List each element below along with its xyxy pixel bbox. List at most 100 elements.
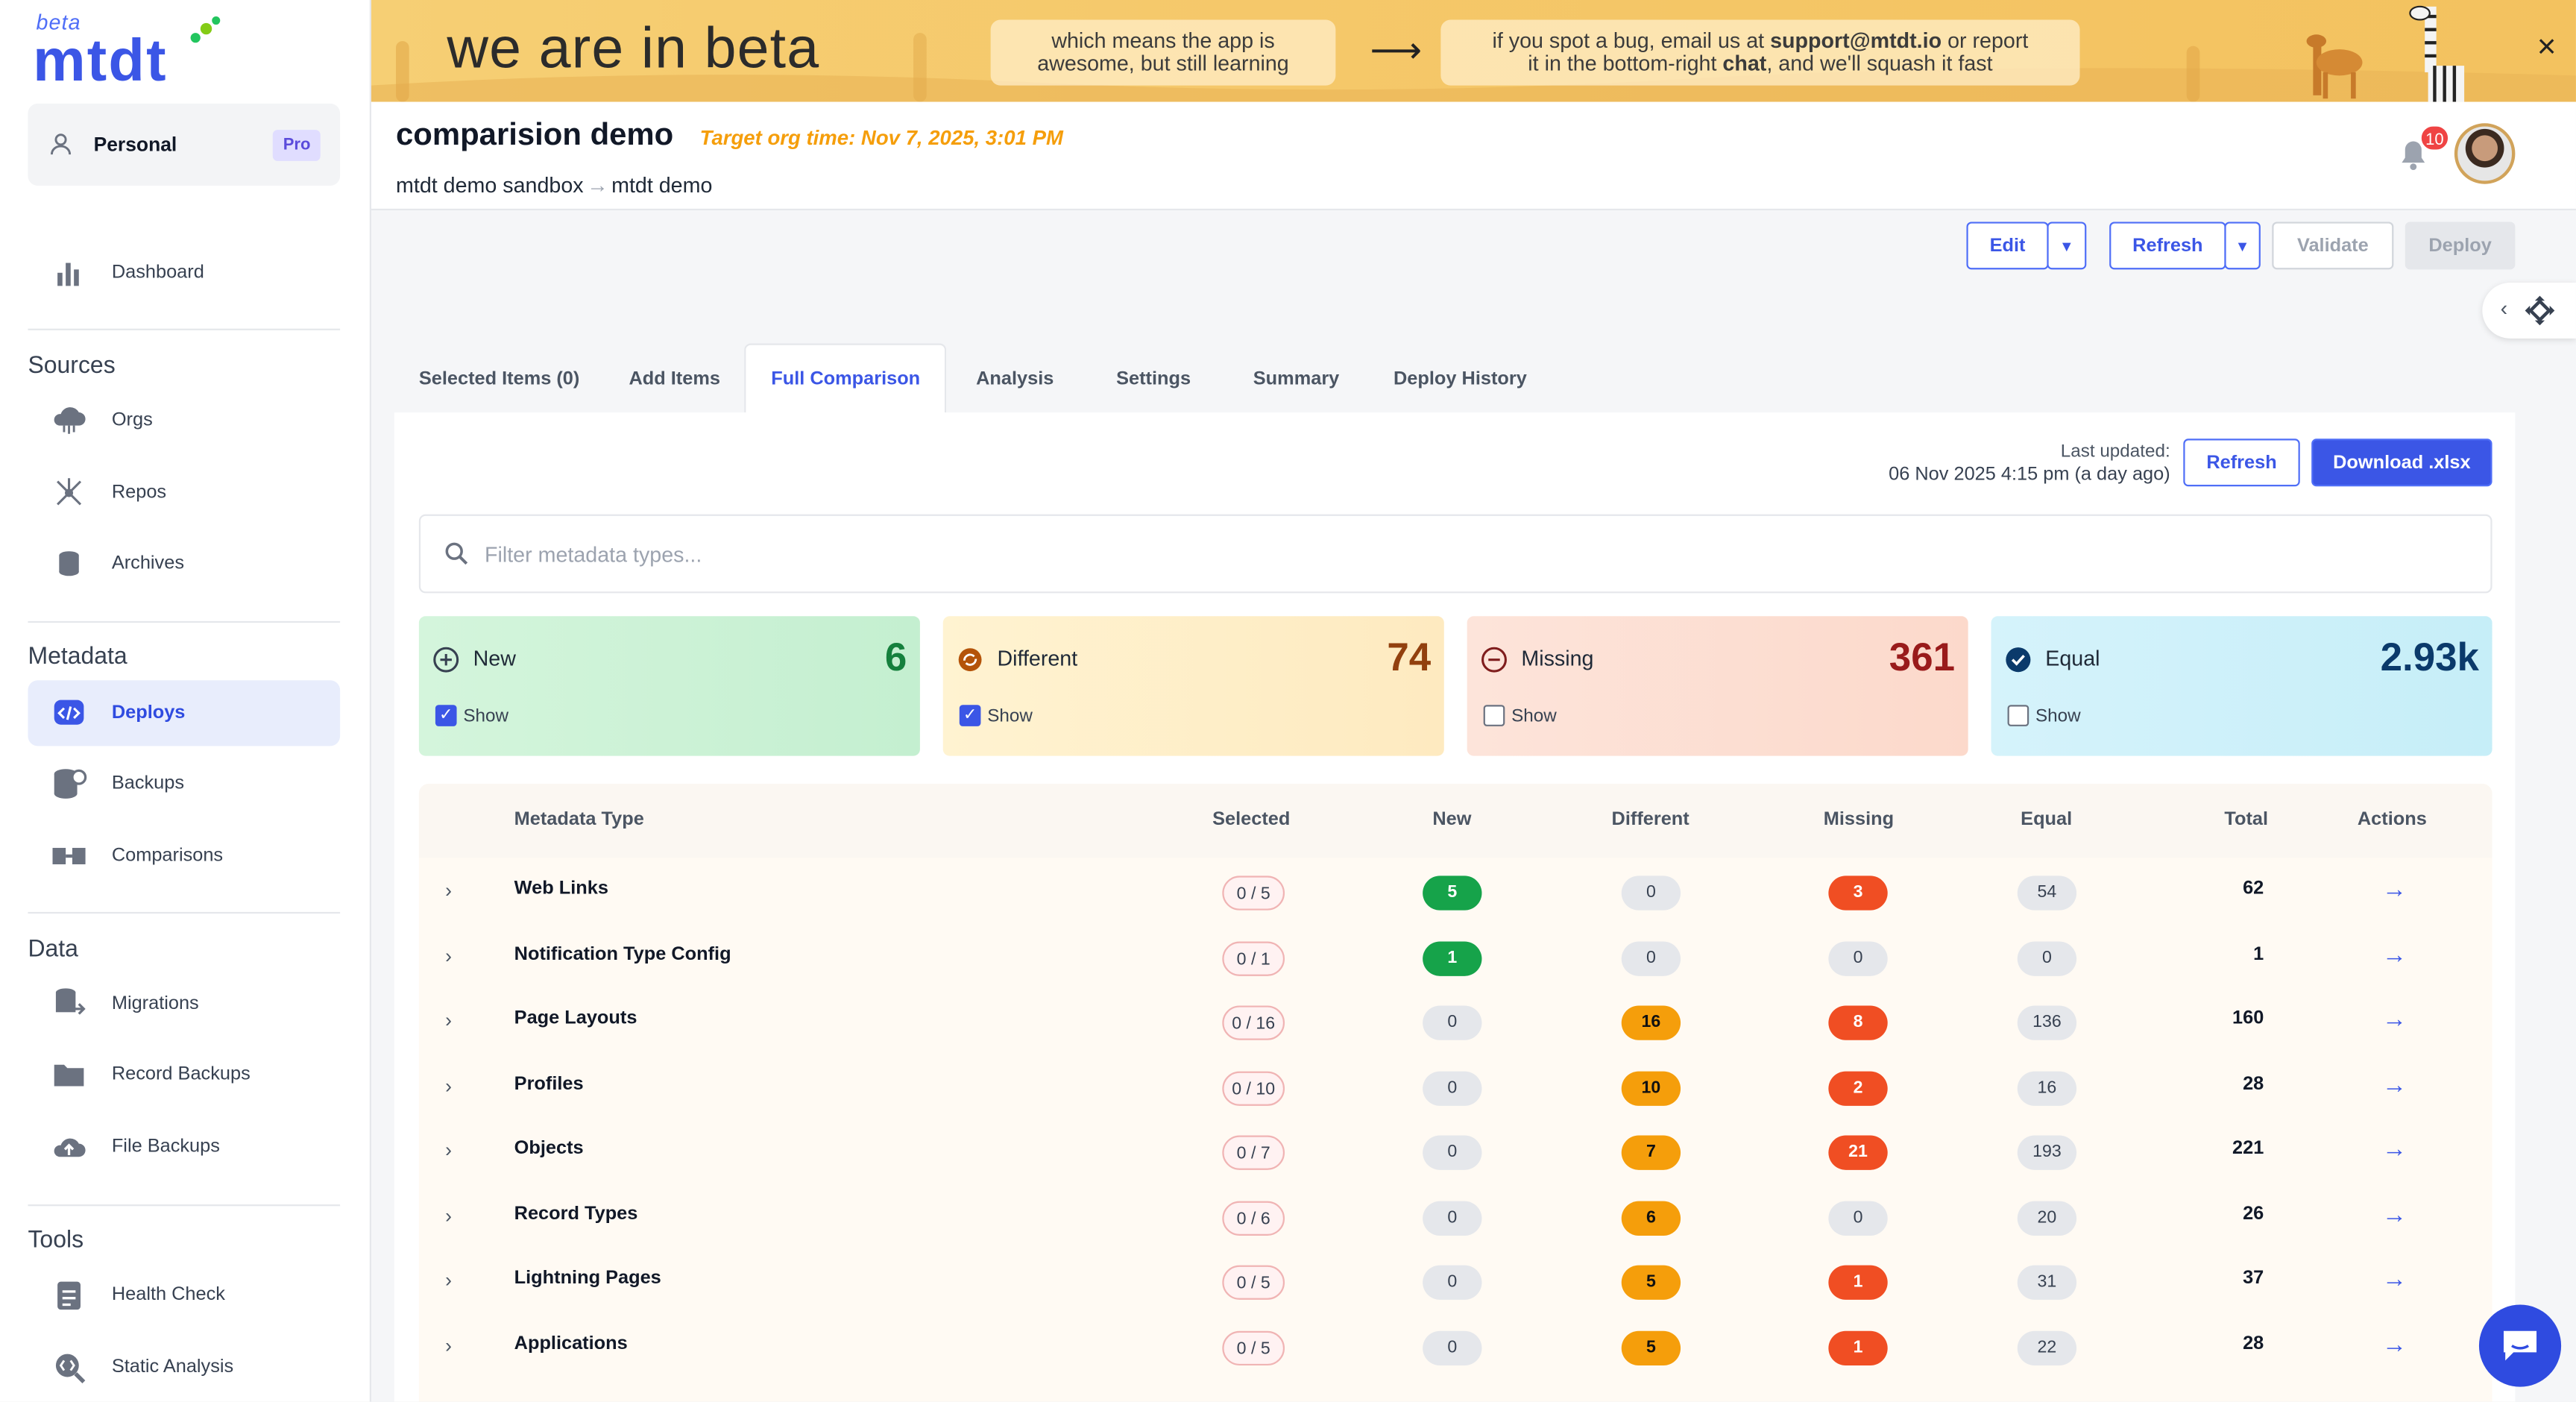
chevron-right-icon[interactable]: ›	[445, 943, 452, 967]
deploy-button[interactable]: Deploy	[2405, 221, 2516, 270]
col-header-missing[interactable]: Missing	[1823, 810, 1895, 830]
sidebar-item-backups[interactable]: Backups	[28, 751, 340, 817]
refresh-action-button[interactable]: Refresh	[2109, 221, 2226, 270]
sidebar-item-health-check[interactable]: Health Check	[28, 1262, 340, 1327]
last-updated-value: 06 Nov 2025 4:15 pm (a day ago)	[1889, 465, 2170, 485]
table-row[interactable]: › Page Layouts 0 / 16 0 16 8 136 160 →	[419, 991, 2492, 1055]
chat-button[interactable]	[2478, 1304, 2562, 1387]
card-equal[interactable]: Equal 2.93k Show	[1991, 616, 2492, 756]
avatar[interactable]	[2454, 123, 2516, 184]
new-count: 0	[1423, 1135, 1482, 1170]
chevron-right-icon[interactable]: ›	[445, 1269, 452, 1292]
chevron-right-icon[interactable]: ›	[445, 1203, 452, 1227]
target-org[interactable]: mtdt demo	[611, 172, 713, 198]
missing-count: 1	[1828, 1330, 1888, 1365]
missing-count: 3	[1828, 876, 1888, 911]
show-checkbox[interactable]: Show	[2007, 705, 2081, 726]
divider	[28, 328, 341, 330]
sidebar-item-record-backups[interactable]: Record Backups	[28, 1042, 340, 1107]
card-label: Different	[997, 645, 1078, 670]
validate-button[interactable]: Validate	[2272, 221, 2394, 270]
sidebar-item-label: Record Backups	[111, 1064, 251, 1085]
workspace-switcher[interactable]: Personal Pro	[28, 103, 341, 186]
bell-icon[interactable]	[2399, 138, 2428, 171]
col-header-total[interactable]: Total	[2224, 810, 2269, 830]
sidebar-item-label: File Backups	[111, 1137, 220, 1157]
arrow-right-icon[interactable]: →	[2381, 1200, 2407, 1229]
chevron-right-icon[interactable]: ›	[445, 1333, 452, 1357]
table-row[interactable]: › Applications 0 / 5 0 5 1 22 28 →	[419, 1315, 2492, 1380]
sidebar-item-dashboard[interactable]: Dashboard	[28, 240, 340, 306]
different-count: 5	[1621, 1265, 1681, 1300]
sidebar-item-file-backups[interactable]: File Backups	[28, 1114, 340, 1180]
table-row[interactable]: › Record Types 0 / 6 0 6 0 20 26 →	[419, 1186, 2492, 1250]
close-icon[interactable]: ×	[2536, 29, 2557, 66]
table-row[interactable]: › Profiles 0 / 10 0 10 2 16 28 →	[419, 1056, 2492, 1120]
filter-input[interactable]: Filter metadata types...	[418, 514, 2492, 594]
arrow-right-icon[interactable]: →	[2381, 876, 2407, 904]
beta-note-1: which means the app is awesome, but stil…	[990, 19, 1336, 86]
page-header: comparision demo Target org time: Nov 7,…	[371, 101, 2576, 211]
sidebar-item-static-analysis[interactable]: Static Analysis	[28, 1334, 340, 1400]
section-title-metadata: Metadata	[28, 644, 127, 670]
chevron-right-icon[interactable]: ›	[445, 878, 452, 902]
chevron-right-icon[interactable]: ›	[445, 1008, 452, 1032]
col-header-selected[interactable]: Selected	[1212, 810, 1291, 830]
edit-dropdown-button[interactable]: ▼	[2047, 221, 2087, 270]
arrow-right-icon: →	[587, 172, 608, 198]
side-panel-toggle[interactable]: ‹	[2482, 282, 2576, 339]
table-row[interactable]: › Web Links 0 / 5 5 0 3 54 62 →	[419, 861, 2492, 925]
chevron-right-icon[interactable]: ›	[445, 1073, 452, 1097]
arrow-right-icon[interactable]: →	[2381, 1135, 2407, 1164]
table-row[interactable]: › Lightning Pages 0 / 5 0 5 1 31 37 →	[419, 1251, 2492, 1315]
card-new[interactable]: New 6 ✓ Show	[418, 616, 920, 756]
tab-analysis[interactable]: Analysis	[976, 368, 1054, 389]
zebra-illustration	[2409, 5, 2465, 102]
tab-summary[interactable]: Summary	[1253, 368, 1340, 389]
refresh-dropdown-button[interactable]: ▼	[2224, 221, 2261, 270]
tab-selected-items[interactable]: Selected Items (0)	[418, 368, 580, 389]
app-logo[interactable]: beta mtdt	[33, 11, 221, 89]
comparison-table: Metadata Type Selected New Different Mis…	[418, 784, 2492, 1402]
col-header-new[interactable]: New	[1432, 810, 1472, 830]
show-checkbox[interactable]: ✓ Show	[959, 705, 1033, 726]
sidebar-item-migrations[interactable]: Migrations	[28, 971, 340, 1037]
refresh-button[interactable]: Refresh	[2183, 438, 2300, 487]
sidebar-item-archives[interactable]: Archives	[28, 531, 340, 597]
tab-settings[interactable]: Settings	[1116, 368, 1191, 389]
support-email-link[interactable]: support@mtdt.io	[1770, 28, 1942, 53]
arrow-right-icon[interactable]: →	[2381, 1070, 2407, 1098]
metadata-type-name: Notification Type Config	[514, 943, 731, 964]
sidebar-item-repos[interactable]: Repos	[28, 460, 340, 526]
card-missing[interactable]: Missing 361 Show	[1467, 616, 1968, 756]
card-label: Missing	[1521, 645, 1594, 670]
sidebar-item-comparisons[interactable]: Comparisons	[28, 823, 340, 889]
metadata-type-name: Profiles	[514, 1073, 584, 1094]
checkbox-checked-icon: ✓	[435, 705, 457, 726]
show-checkbox[interactable]: ✓ Show	[435, 705, 508, 726]
arrow-right-icon[interactable]: →	[2381, 1330, 2407, 1359]
tab-full-comparison[interactable]: Full Comparison	[745, 343, 947, 415]
arrow-right-icon[interactable]: →	[2381, 1005, 2407, 1034]
edit-button[interactable]: Edit	[1966, 221, 2049, 270]
sidebar-item-deploys[interactable]: Deploys	[28, 680, 341, 746]
download-xlsx-button[interactable]: Download .xlsx	[2311, 438, 2492, 487]
migration-icon	[51, 986, 86, 1022]
arrow-right-icon[interactable]: →	[2381, 940, 2407, 969]
sidebar-item-orgs[interactable]: Orgs	[28, 388, 340, 453]
tab-add-items[interactable]: Add Items	[629, 368, 720, 389]
arrow-right-icon[interactable]: →	[2381, 1265, 2407, 1294]
show-checkbox[interactable]: Show	[1483, 705, 1557, 726]
card-different[interactable]: Different 74 ✓ Show	[942, 616, 1444, 756]
table-row[interactable]: › Notification Type Config 0 / 1 1 0 0 0 1 →	[419, 926, 2492, 990]
col-header-different[interactable]: Different	[1611, 810, 1689, 830]
source-org[interactable]: mtdt demo sandbox	[396, 172, 584, 198]
sidebar-item-label: Comparisons	[111, 846, 224, 867]
col-header-equal[interactable]: Equal	[2021, 810, 2073, 830]
chevron-right-icon[interactable]: ›	[445, 1138, 452, 1162]
total-count: 28	[2243, 1073, 2264, 1094]
sidebar: beta mtdt Personal Pro Dashboard Sources…	[0, 0, 371, 1402]
col-header-type[interactable]: Metadata Type	[514, 810, 644, 830]
tab-deploy-history[interactable]: Deploy History	[1393, 368, 1527, 389]
table-row[interactable]: › Objects 0 / 7 0 7 21 193 221 →	[419, 1121, 2492, 1185]
